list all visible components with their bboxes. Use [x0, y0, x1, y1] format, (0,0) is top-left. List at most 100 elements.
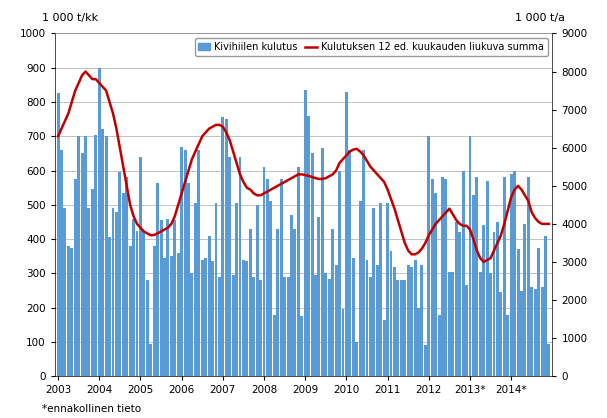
Bar: [81, 153, 84, 376]
Bar: [304, 90, 307, 376]
Bar: [452, 272, 454, 376]
Bar: [297, 167, 300, 376]
Bar: [118, 172, 121, 376]
Bar: [156, 183, 159, 376]
Bar: [87, 208, 90, 376]
Bar: [393, 267, 396, 376]
Bar: [280, 179, 283, 376]
Bar: [462, 171, 464, 376]
Bar: [503, 177, 506, 376]
Bar: [486, 181, 489, 376]
Bar: [214, 203, 217, 376]
Bar: [194, 203, 197, 376]
Text: 1 000 t/kk: 1 000 t/kk: [42, 13, 98, 23]
Bar: [222, 117, 225, 376]
Bar: [458, 232, 461, 376]
Bar: [506, 314, 509, 376]
Bar: [317, 217, 320, 376]
Bar: [91, 189, 94, 376]
Bar: [331, 229, 334, 376]
Bar: [373, 208, 375, 376]
Bar: [534, 289, 537, 376]
Bar: [204, 258, 207, 376]
Bar: [67, 246, 70, 376]
Bar: [455, 222, 458, 376]
Bar: [139, 157, 142, 376]
Bar: [448, 272, 451, 376]
Bar: [101, 130, 104, 376]
Bar: [427, 136, 430, 376]
Bar: [410, 267, 413, 376]
Bar: [70, 247, 73, 376]
Bar: [345, 92, 348, 376]
Bar: [359, 201, 362, 376]
Bar: [153, 246, 155, 376]
Bar: [537, 247, 540, 376]
Bar: [441, 177, 444, 376]
Bar: [235, 203, 238, 376]
Bar: [520, 291, 523, 376]
Bar: [362, 150, 365, 376]
Bar: [376, 265, 379, 376]
Bar: [166, 219, 169, 376]
Bar: [541, 287, 543, 376]
Bar: [369, 277, 372, 376]
Bar: [413, 260, 416, 376]
Bar: [307, 116, 310, 376]
Bar: [531, 287, 533, 376]
Bar: [273, 314, 276, 376]
Bar: [544, 236, 547, 376]
Bar: [129, 246, 132, 376]
Bar: [444, 179, 447, 376]
Bar: [479, 272, 482, 376]
Bar: [390, 251, 393, 376]
Bar: [201, 260, 204, 376]
Bar: [125, 177, 128, 376]
Bar: [424, 345, 427, 376]
Bar: [77, 136, 80, 376]
Bar: [149, 344, 152, 376]
Legend: Kivihiilen kulutus, Kulutuksen 12 ed. kuukauden liukuva summa: Kivihiilen kulutus, Kulutuksen 12 ed. ku…: [195, 38, 548, 56]
Bar: [403, 280, 406, 376]
Bar: [548, 344, 551, 376]
Bar: [334, 265, 337, 376]
Bar: [183, 150, 186, 376]
Bar: [64, 208, 66, 376]
Bar: [218, 277, 221, 376]
Bar: [379, 203, 382, 376]
Bar: [523, 224, 526, 376]
Bar: [513, 171, 516, 376]
Bar: [527, 177, 530, 376]
Bar: [287, 277, 290, 376]
Bar: [245, 261, 248, 376]
Bar: [174, 220, 176, 376]
Bar: [400, 280, 403, 376]
Bar: [283, 277, 286, 376]
Bar: [98, 68, 101, 376]
Bar: [496, 222, 499, 376]
Bar: [517, 250, 520, 376]
Bar: [256, 205, 259, 376]
Bar: [191, 273, 194, 376]
Bar: [266, 179, 269, 376]
Bar: [396, 280, 399, 376]
Bar: [225, 119, 228, 376]
Bar: [431, 179, 433, 376]
Bar: [143, 231, 145, 376]
Bar: [56, 94, 59, 376]
Bar: [74, 179, 76, 376]
Bar: [253, 277, 255, 376]
Bar: [177, 253, 180, 376]
Bar: [276, 229, 279, 376]
Bar: [163, 258, 166, 376]
Bar: [489, 273, 492, 376]
Bar: [108, 237, 111, 376]
Bar: [197, 150, 200, 376]
Bar: [259, 280, 262, 376]
Bar: [510, 174, 513, 376]
Bar: [290, 215, 293, 376]
Bar: [180, 147, 183, 376]
Bar: [382, 320, 385, 376]
Bar: [232, 275, 234, 376]
Bar: [321, 148, 324, 376]
